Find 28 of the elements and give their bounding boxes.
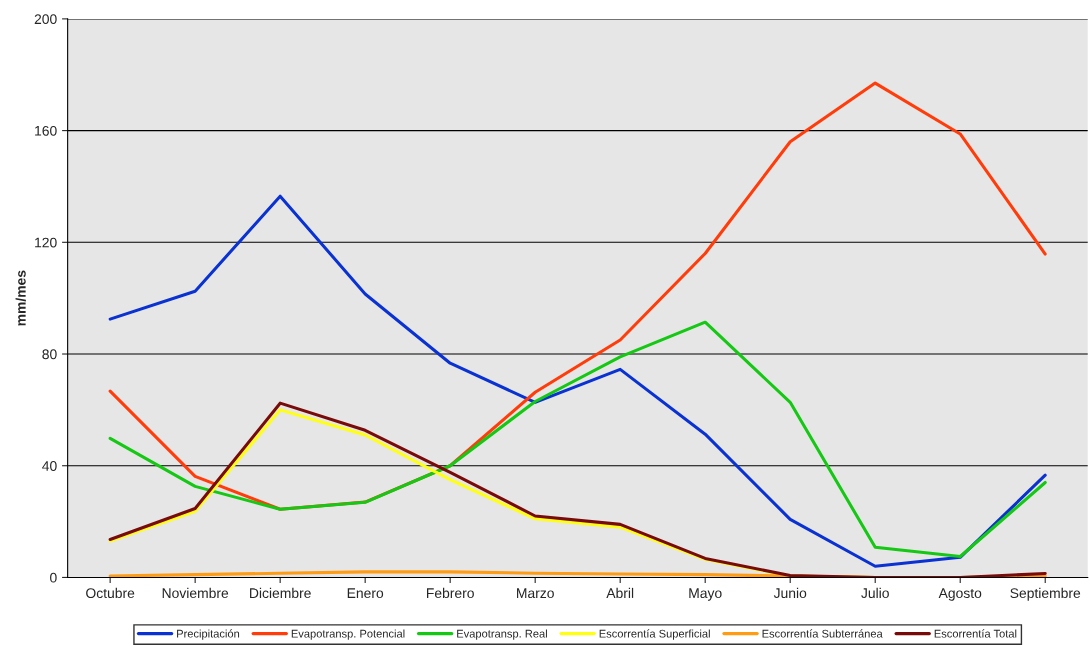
legend-label: Escorrentía Total [934,629,1017,638]
x-tick-label: Agosto [938,588,982,601]
x-tick-label: Diciembre [250,587,311,599]
y-tick-label: 0 [50,572,57,583]
legend-label: Precipitación [177,629,240,640]
line-series [108,320,1047,559]
x-tick-label: Julio [861,587,889,599]
line-series [108,194,1047,568]
y-tick-label: 200 [34,14,57,25]
x-tick-label: Enero [347,588,384,599]
x-tick-label: Noviembre [162,587,229,599]
x-tick-label: Febrero [427,587,474,599]
x-tick-label: Marzo [517,588,554,599]
y-tick-label: 120 [35,237,57,248]
y-axis-title: mm/mes [15,270,26,326]
legend-label: Evapotransp. Real [457,629,547,640]
y-tick-label: 160 [35,125,57,136]
y-tick-label: 40 [42,461,57,471]
x-tick-label: Mayo [689,588,722,601]
legend-label: Escorrentía Superficial [599,629,710,640]
line-series [108,401,1047,578]
legend-label: Escorrentía Subterránea [762,629,883,638]
x-tick-label: Abril [606,587,634,599]
legend-label: Evapotransp. Potencial [291,629,405,640]
x-tick-label: Junio [773,587,807,599]
x-tick-label: Septiembre [1010,587,1081,601]
y-tick-label: 80 [42,349,57,360]
x-tick-label: Octubre [86,587,135,599]
